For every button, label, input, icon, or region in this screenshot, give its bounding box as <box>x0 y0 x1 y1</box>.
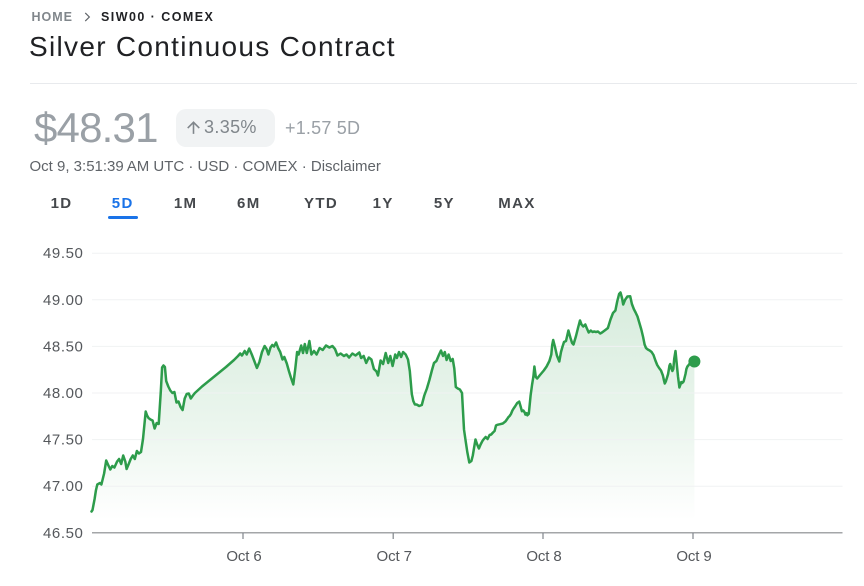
svg-text:47.00: 47.00 <box>43 478 84 495</box>
svg-text:47.50: 47.50 <box>43 432 84 449</box>
svg-text:46.50: 46.50 <box>43 525 84 542</box>
svg-text:49.00: 49.00 <box>43 292 84 309</box>
svg-text:48.00: 48.00 <box>43 385 84 402</box>
svg-text:49.50: 49.50 <box>43 245 84 262</box>
svg-text:Oct 7: Oct 7 <box>377 548 412 565</box>
svg-text:Oct 6: Oct 6 <box>226 548 261 565</box>
svg-text:Oct 8: Oct 8 <box>526 548 561 565</box>
svg-text:Oct 9: Oct 9 <box>676 548 711 565</box>
svg-text:48.50: 48.50 <box>43 338 84 355</box>
